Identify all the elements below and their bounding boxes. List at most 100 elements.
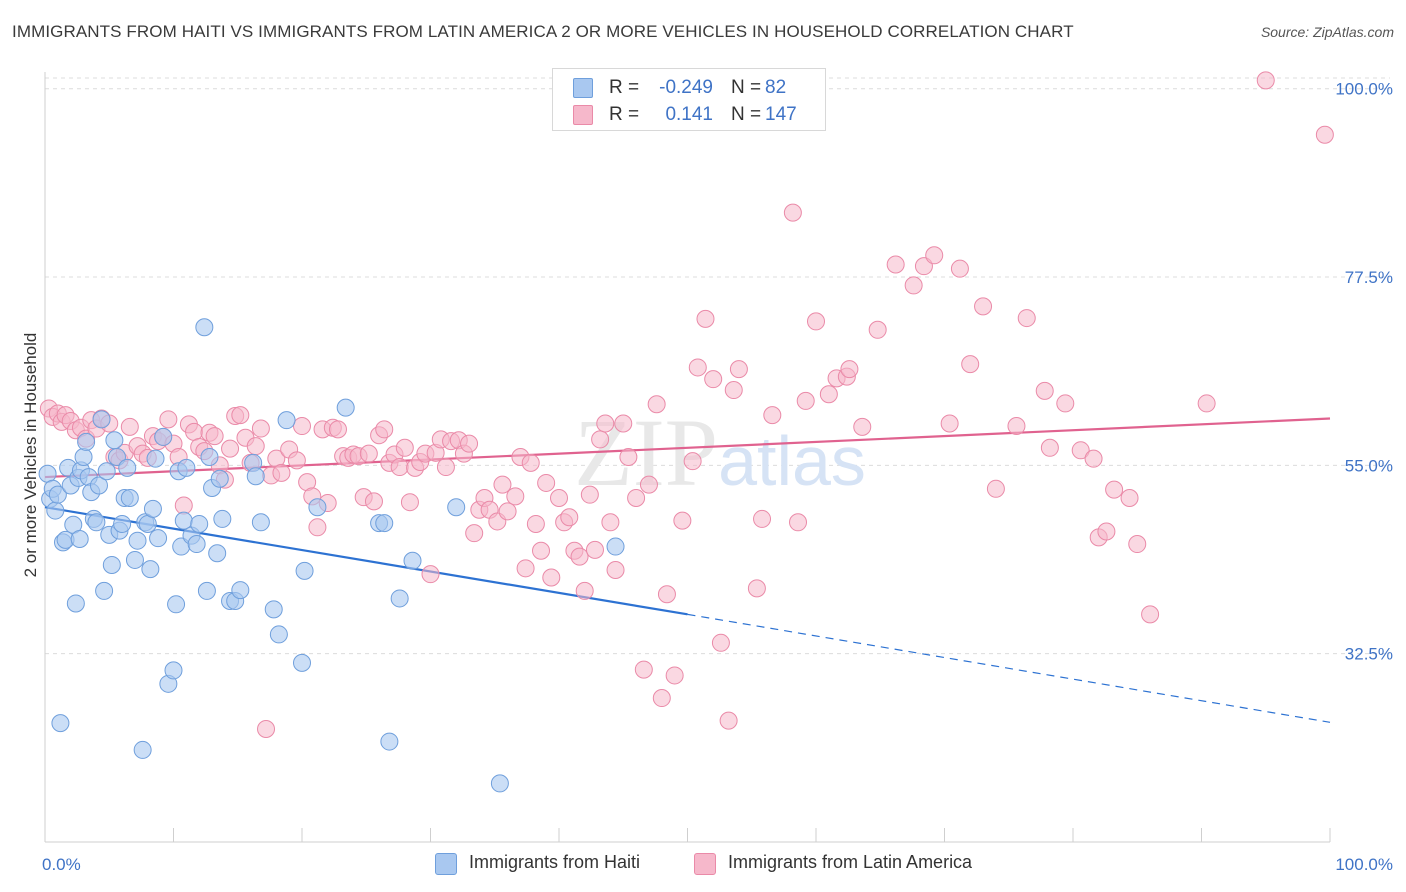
latam-point: [364, 492, 383, 511]
legend-r-label: R =: [609, 104, 640, 125]
legend-swatch-haiti: [573, 78, 593, 98]
latam-point: [763, 406, 782, 425]
haiti-point: [102, 555, 121, 574]
haiti-point: [38, 464, 57, 483]
haiti-points: [38, 318, 625, 793]
latam-point: [807, 312, 825, 331]
latam-point: [516, 559, 535, 578]
haiti-point: [164, 661, 183, 680]
haiti-point: [295, 561, 314, 580]
latam-point: [308, 518, 327, 537]
series-label-latam: Immigrants from Latin America: [728, 852, 973, 872]
latam-point: [688, 358, 707, 377]
latam-point: [614, 414, 633, 433]
latam-point: [868, 320, 887, 339]
haiti-point: [308, 498, 327, 517]
haiti-point: [133, 740, 152, 759]
latam-point: [465, 524, 484, 543]
latam-points: [39, 71, 1334, 739]
haiti-point: [208, 544, 227, 563]
haiti-point: [138, 514, 157, 533]
haiti-point: [213, 509, 232, 528]
latam-point: [596, 414, 615, 433]
latam-point: [542, 568, 561, 587]
haiti-point: [46, 501, 65, 520]
latam-point: [560, 508, 579, 527]
haiti-point: [154, 427, 173, 446]
latam-point: [550, 489, 568, 508]
latam-point: [400, 493, 419, 512]
haiti-point: [120, 489, 139, 508]
haiti-point: [92, 410, 111, 429]
series-label-haiti: Immigrants from Haiti: [469, 852, 641, 872]
latam-point: [257, 720, 276, 739]
haiti-point: [95, 581, 114, 600]
latam-point: [950, 259, 969, 278]
latam-point: [683, 452, 702, 471]
haiti-point: [195, 318, 214, 337]
y-tick-label: 77.5%: [1345, 268, 1393, 287]
legend-n-value: 82: [765, 77, 787, 98]
latam-point: [185, 422, 204, 441]
series-legend: Immigrants from Haiti Immigrants from La…: [0, 850, 1406, 880]
haiti-point: [490, 774, 509, 793]
latam-point: [498, 502, 517, 521]
latam-point: [506, 487, 525, 506]
latam-point: [1128, 535, 1147, 554]
latam-point: [652, 689, 671, 708]
latam-point: [375, 420, 394, 439]
latam-point: [521, 453, 540, 472]
haiti-point: [269, 625, 288, 644]
latam-point: [1097, 522, 1116, 541]
latam-point: [886, 255, 905, 274]
haiti-point: [118, 458, 137, 477]
latam-point: [1105, 480, 1124, 499]
haiti-point: [177, 458, 196, 477]
latam-point: [657, 585, 676, 604]
haiti-point: [48, 485, 67, 504]
haiti-point: [190, 514, 209, 533]
latam-point: [961, 355, 980, 374]
latam-point: [570, 547, 589, 566]
latam-point: [696, 309, 715, 328]
y-axis-title: 2 or more Vehicles in Household: [21, 333, 40, 578]
latam-point: [711, 633, 730, 652]
latam-point: [460, 434, 479, 453]
haiti-point: [293, 653, 311, 672]
haiti-point: [336, 398, 355, 417]
latam-point: [673, 511, 692, 530]
latam-point: [575, 581, 594, 600]
haiti-point: [447, 498, 466, 517]
latam-point: [159, 410, 178, 429]
haiti-point: [231, 581, 250, 600]
latam-point: [940, 414, 959, 433]
haiti-point: [146, 449, 165, 468]
latam-point: [925, 246, 944, 265]
correlation-legend: R = -0.249 N = 82 R = 0.141 N = 147: [552, 68, 826, 131]
legend-n-label: N =: [731, 104, 762, 125]
latam-point: [1040, 438, 1059, 457]
axes: [44, 72, 1331, 843]
legend-swatch-latam: [573, 105, 593, 125]
trend-line-haiti-extension: [687, 613, 1331, 723]
haiti-point: [128, 531, 147, 550]
haiti-point: [380, 732, 399, 751]
latam-point: [783, 203, 802, 222]
haiti-point: [51, 714, 70, 733]
latam-point: [724, 381, 743, 400]
latam-point: [532, 541, 551, 560]
latam-point: [1017, 309, 1036, 328]
haiti-point: [390, 589, 409, 608]
y-tick-label: 100.0%: [1335, 80, 1393, 99]
latam-point: [1071, 441, 1090, 460]
haiti-point: [200, 448, 219, 466]
latam-point: [1084, 449, 1103, 468]
haiti-point: [70, 530, 89, 549]
x-tick-label-max: 100.0%: [1335, 855, 1393, 874]
series-swatch-latam: [694, 853, 716, 875]
latam-point: [639, 475, 658, 494]
haiti-point: [246, 467, 265, 486]
haiti-point: [77, 432, 96, 451]
watermark-atlas: atlas: [718, 422, 866, 500]
haiti-point: [264, 600, 283, 619]
